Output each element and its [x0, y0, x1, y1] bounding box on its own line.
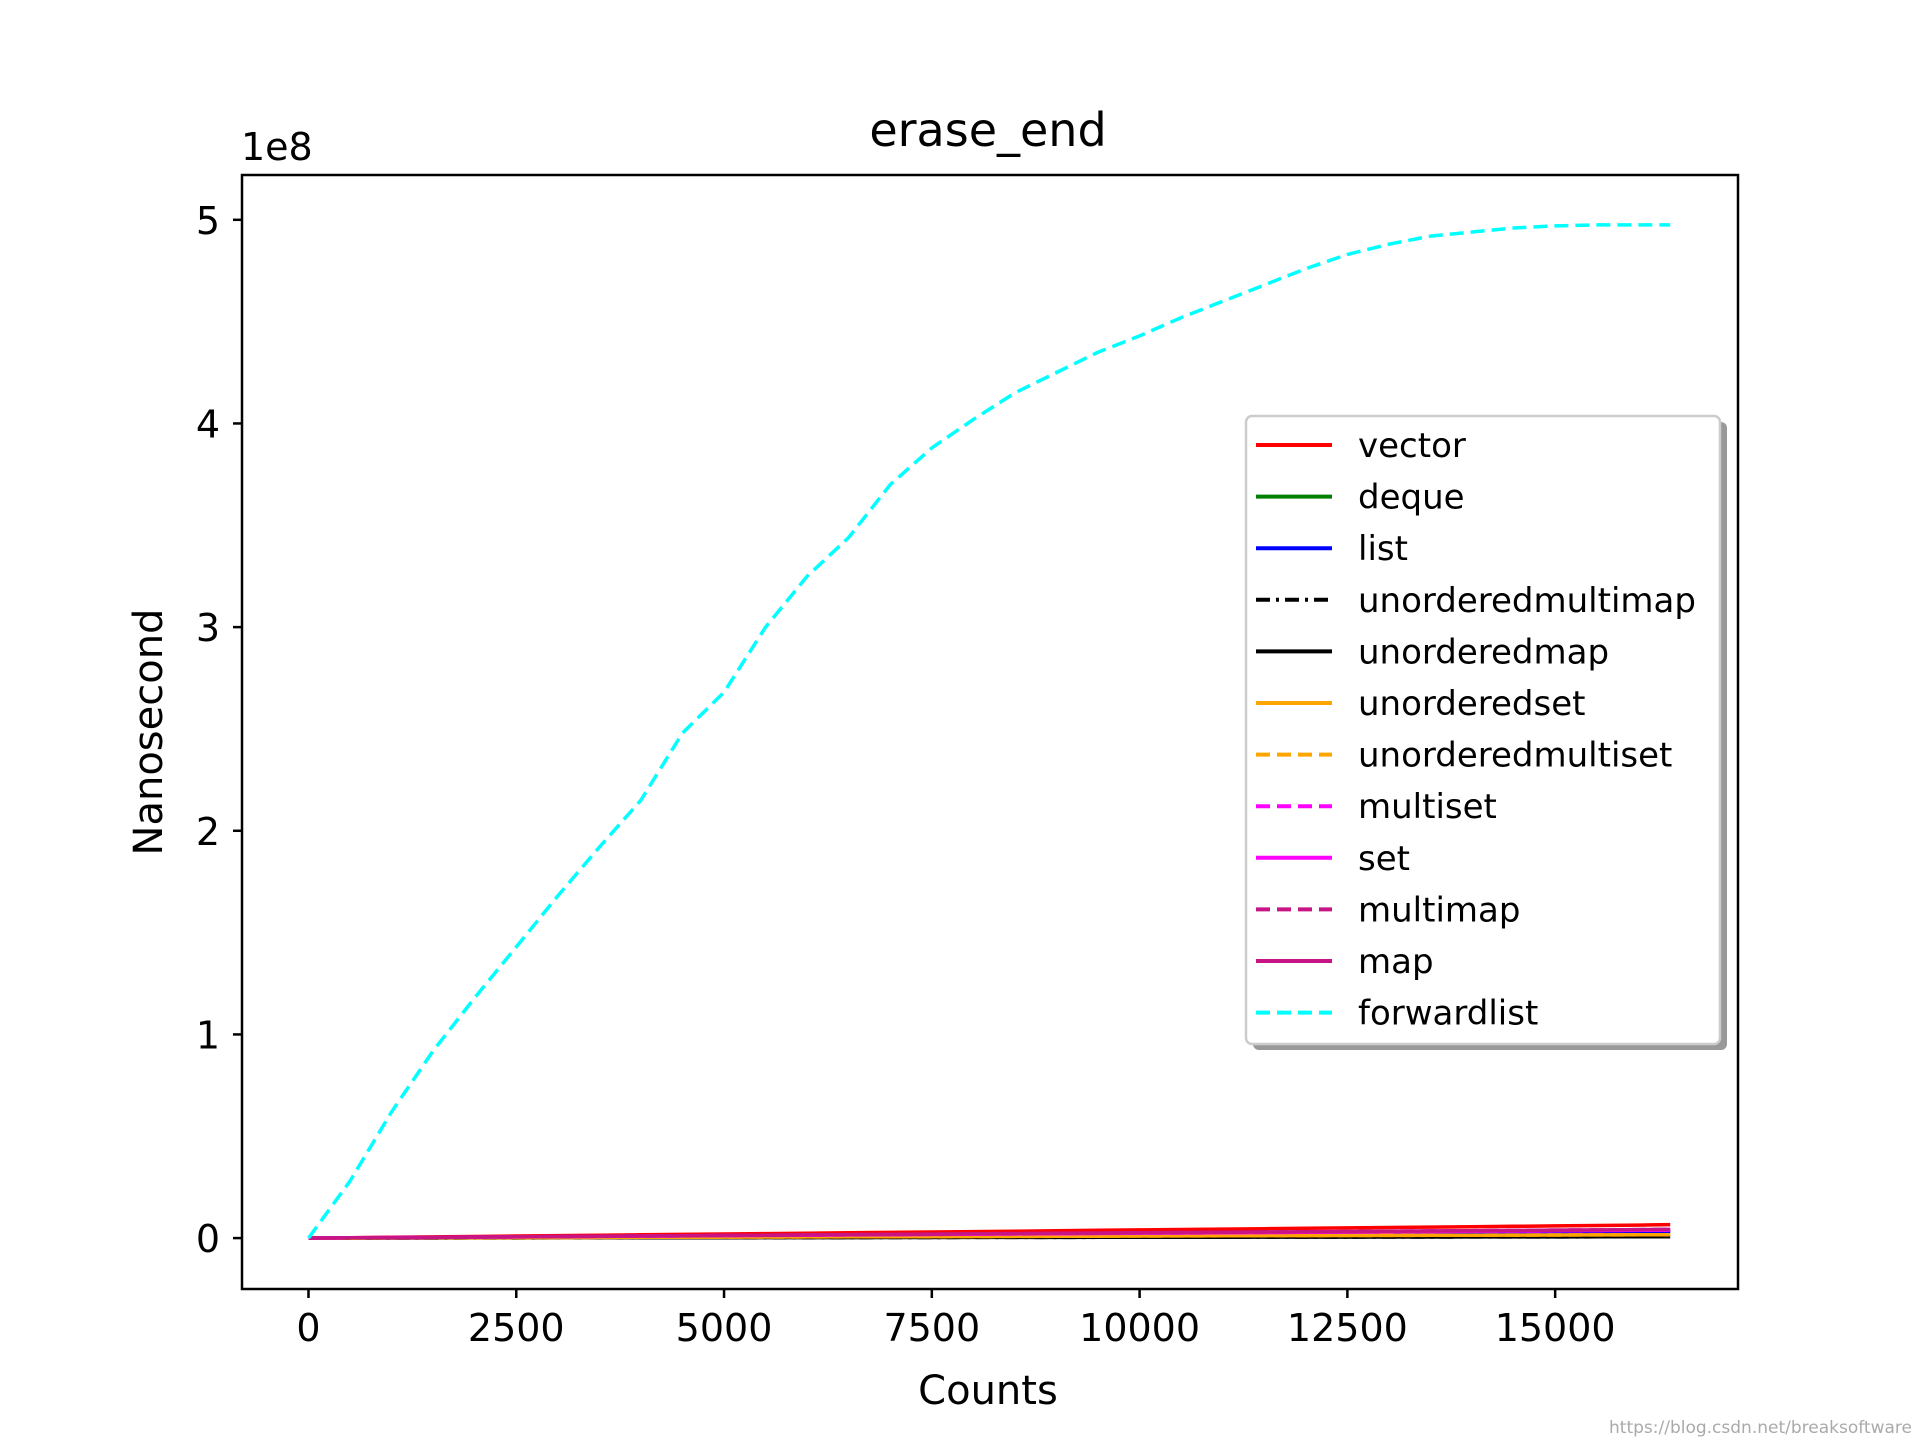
legend-label-unorderedmultiset: unorderedmultiset: [1358, 736, 1672, 776]
y-tick-label: 3: [196, 606, 220, 650]
x-tick-label: 0: [296, 1306, 320, 1350]
legend-label-multimap: multimap: [1358, 890, 1520, 930]
legend-label-map: map: [1358, 942, 1434, 982]
x-tick-label: 7500: [883, 1306, 980, 1350]
series-line-map: [308, 1227, 1671, 1240]
legend-label-forwardlist: forwardlist: [1358, 994, 1538, 1034]
legend-items: vector deque list unorderedmultimap unordere…: [1256, 426, 1696, 1034]
y-tick-label: 0: [196, 1217, 220, 1261]
legend-label-list: list: [1358, 529, 1408, 569]
legend-box: [1244, 414, 1722, 1046]
legend-label-vector: vector: [1358, 426, 1466, 466]
y-axis-label: Nanosecond: [126, 609, 172, 856]
x-tick-label: 2500: [468, 1306, 565, 1350]
x-axis-ticks: 0 2500 5000 7500 10000 12500 15000: [296, 1289, 1616, 1350]
x-tick-label: 12500: [1287, 1306, 1408, 1350]
legend-label-unorderedmultimap: unorderedmultimap: [1358, 581, 1696, 621]
x-tick-label: 15000: [1495, 1306, 1616, 1350]
series-line-forwardlist: [307, 223, 1671, 1240]
legend-label-set: set: [1358, 839, 1410, 879]
y-tick-label: 1: [196, 1013, 220, 1057]
y-tick-label: 4: [196, 402, 220, 446]
legend-label-multiset: multiset: [1358, 787, 1497, 827]
plot-frame: [240, 173, 1740, 1291]
y-tick-label: 5: [196, 199, 220, 243]
y-tick-label: 2: [196, 810, 220, 854]
y-axis-ticks: 0 1 2 3 4 5: [196, 199, 242, 1261]
chart-title: erase_end: [869, 103, 1106, 157]
x-tick-label: 10000: [1079, 1306, 1200, 1350]
legend-label-deque: deque: [1358, 478, 1465, 518]
legend-label-unorderedmap: unorderedmap: [1358, 632, 1609, 672]
x-tick-label: 5000: [676, 1306, 773, 1350]
legend-label-unorderedset: unorderedset: [1358, 684, 1585, 724]
legend: vector deque list unorderedmultimap unordere…: [1244, 414, 1727, 1050]
x-axis-label: Counts: [918, 1368, 1058, 1414]
watermark: https://blog.csdn.net/breaksoftware: [1609, 1418, 1912, 1438]
series-line-unorderedmultiset: [308, 1232, 1671, 1240]
y-axis-offset-label: 1e8: [241, 125, 313, 169]
series-lines: [307, 223, 1671, 1240]
